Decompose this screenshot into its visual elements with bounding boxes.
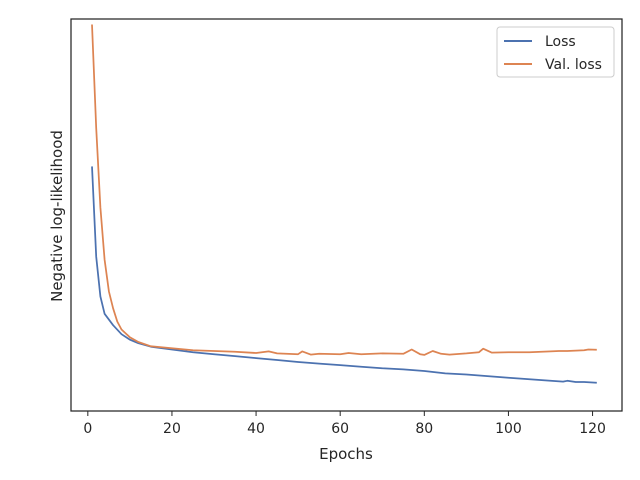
series-line-1 xyxy=(91,166,597,384)
x-axis-ticks: 0 20 40 60 80 100 120 xyxy=(83,411,606,437)
legend-label: Val. loss xyxy=(545,57,602,73)
series-line-2 xyxy=(91,24,597,356)
plot-frame xyxy=(70,18,623,412)
x-tick-label: 120 xyxy=(579,421,606,437)
x-tick-label: 20 xyxy=(163,421,181,437)
x-tick-label: 0 xyxy=(83,421,92,437)
plot-lines xyxy=(91,24,597,384)
x-tick-label: 100 xyxy=(495,421,522,437)
x-tick-label: 40 xyxy=(247,421,265,437)
legend: Loss Val. loss xyxy=(496,26,615,78)
x-tick-label: 60 xyxy=(331,421,349,437)
y-axis-label: Negative log-likelihood xyxy=(48,130,66,302)
x-axis-label: Epochs xyxy=(319,445,373,463)
legend-label: Loss xyxy=(545,34,576,50)
x-tick-label: 80 xyxy=(415,421,433,437)
